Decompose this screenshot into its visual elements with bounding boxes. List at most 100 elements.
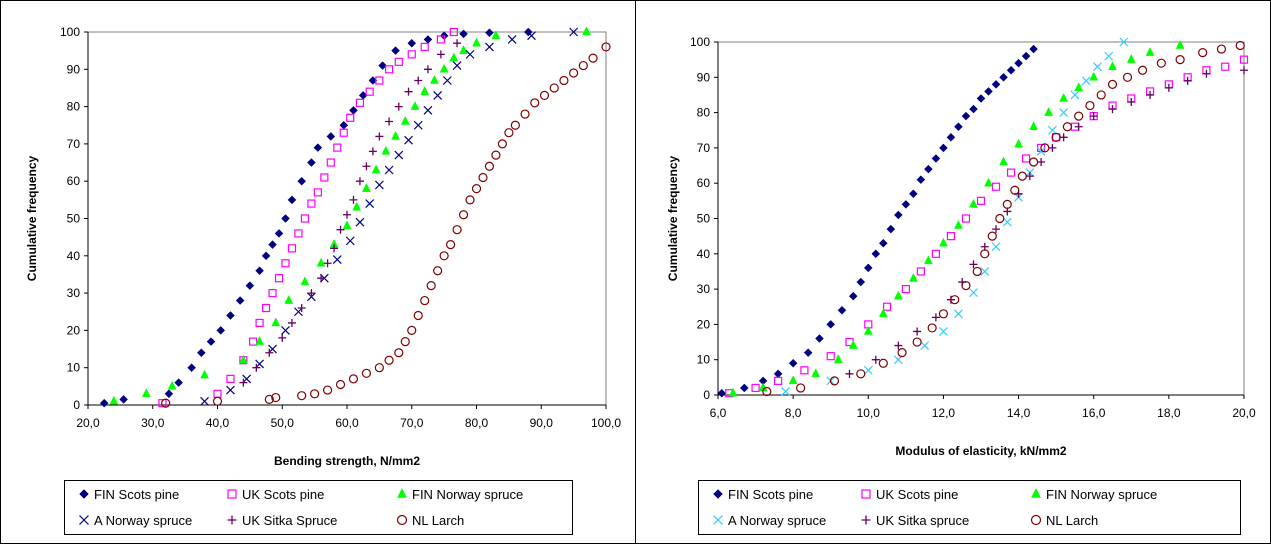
data-point: [559, 75, 569, 86]
data-point: [856, 277, 866, 287]
data-point: [796, 383, 806, 393]
data-point: [908, 272, 918, 282]
data-point: [811, 368, 821, 378]
data-point: [504, 128, 514, 138]
y-tick-label: 0: [703, 388, 710, 402]
data-point: [349, 105, 358, 115]
data-point: [391, 130, 400, 140]
x-tick-label: 10,0: [857, 406, 881, 420]
data-point: [484, 161, 495, 171]
data-point: [216, 326, 226, 335]
data-point: [788, 375, 798, 385]
y-tick-label: 40: [67, 249, 81, 263]
data-point: [449, 27, 458, 37]
x-axis-title: Bending strength, N/mm2: [274, 454, 420, 468]
data-point: [200, 396, 209, 406]
data-point: [1104, 51, 1114, 61]
data-point: [226, 311, 235, 320]
data-point: [158, 399, 167, 408]
series-uk-scots-pine: [725, 55, 1249, 398]
data-point: [375, 132, 384, 141]
y-tick-label: 40: [697, 247, 711, 261]
data-point: [212, 396, 223, 406]
data-point: [378, 61, 387, 70]
data-point: [349, 195, 358, 204]
y-tick-label: 30: [67, 286, 81, 300]
data-point: [781, 387, 791, 396]
data-point: [287, 244, 297, 253]
data-point: [407, 38, 417, 48]
data-point: [491, 30, 501, 39]
data-point: [339, 120, 349, 130]
data-point: [1108, 61, 1117, 70]
data-point: [1059, 108, 1069, 118]
y-tick-label: 70: [67, 137, 81, 151]
data-point: [969, 288, 978, 298]
y-tick-label: 0: [73, 398, 80, 412]
legend-marker: [861, 489, 871, 499]
data-point: [894, 341, 903, 350]
data-point: [1108, 105, 1117, 114]
data-point: [268, 289, 277, 298]
data-point: [436, 50, 445, 59]
data-point: [1006, 168, 1016, 177]
x-tick-label: 20,0: [1232, 406, 1256, 420]
data-point: [739, 383, 749, 393]
data-point: [430, 74, 439, 84]
data-point: [1164, 83, 1173, 92]
data-point: [1156, 58, 1166, 68]
data-point: [335, 379, 346, 390]
data-point: [578, 60, 588, 71]
legend-marker: [397, 487, 407, 498]
data-point: [871, 355, 880, 364]
data-point: [213, 389, 222, 398]
data-point: [913, 327, 922, 336]
data-point: [751, 383, 760, 393]
data-point: [1081, 76, 1091, 86]
data-point: [969, 198, 978, 208]
data-point: [313, 143, 323, 152]
data-point: [281, 214, 290, 223]
data-point: [326, 158, 335, 167]
data-point: [1107, 79, 1118, 89]
data-point: [330, 244, 339, 253]
x-axis-title: Modulus of elasticity, kN/mm2: [895, 444, 1066, 458]
data-point: [365, 87, 374, 96]
data-point: [569, 27, 579, 37]
legend-label: FIN Norway spruce: [1046, 487, 1157, 502]
y-tick-label: 20: [67, 323, 81, 337]
data-point: [886, 224, 896, 234]
x-tick-label: 50,0: [271, 416, 295, 430]
data-point: [281, 325, 290, 335]
data-point: [433, 90, 443, 100]
data-point: [384, 355, 394, 365]
data-point: [497, 139, 507, 149]
data-point: [837, 305, 847, 315]
data-point: [394, 57, 403, 66]
data-point: [1202, 69, 1211, 78]
legend-marker: [227, 515, 237, 525]
data-point: [355, 177, 364, 186]
data-point: [992, 225, 1001, 234]
data-point: [980, 249, 990, 259]
data-point: [1175, 55, 1185, 65]
data-point: [452, 225, 462, 235]
series-nl-larch: [762, 40, 1245, 397]
y-tick-label: 50: [697, 212, 711, 226]
data-point: [352, 201, 362, 211]
data-point: [909, 189, 918, 199]
data-point: [1051, 132, 1061, 142]
y-tick-label: 90: [67, 62, 81, 76]
series-fin-norway-spruce: [109, 26, 591, 405]
data-point: [901, 200, 911, 209]
series-fin-scots-pine: [717, 44, 1038, 398]
data-point: [833, 354, 843, 363]
data-point: [472, 37, 481, 47]
data-point: [916, 175, 926, 185]
x-tick-label: 40,0: [206, 416, 230, 430]
data-point: [1021, 154, 1031, 163]
data-point: [196, 348, 206, 358]
data-point: [788, 358, 798, 368]
data-point: [893, 210, 903, 220]
